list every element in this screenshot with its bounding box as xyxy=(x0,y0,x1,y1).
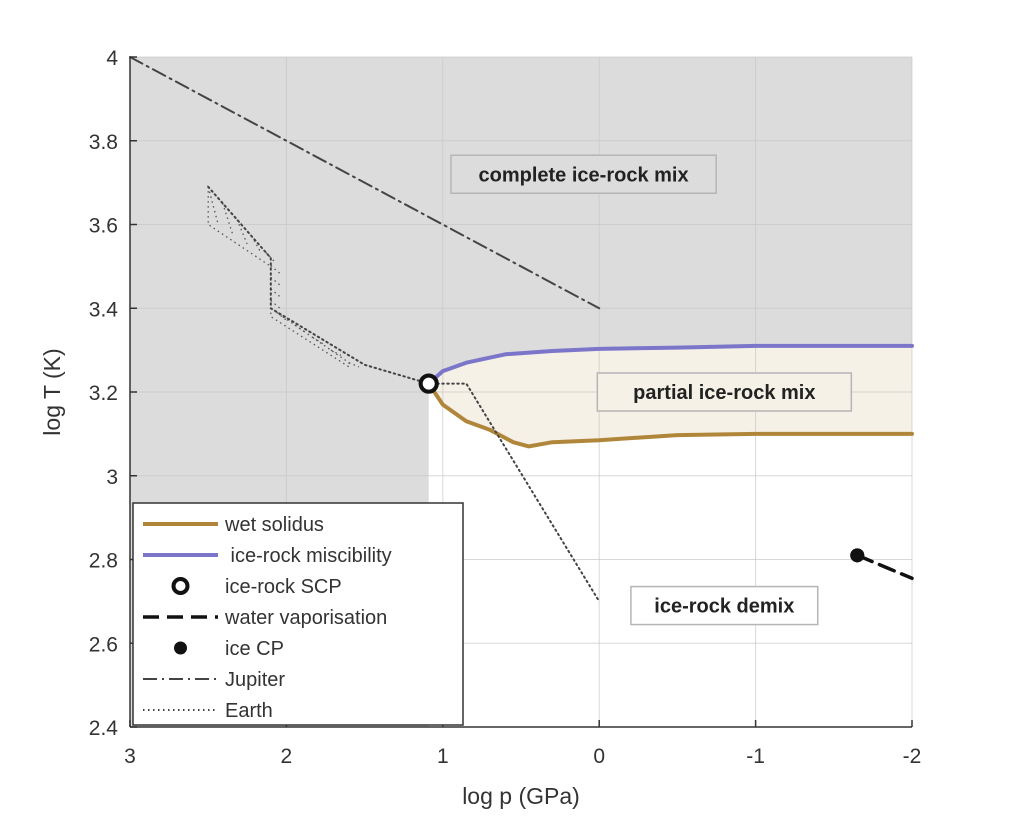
legend-item: Earth xyxy=(143,700,273,722)
earth-band-hatch xyxy=(270,300,282,310)
legend-item: ice-rock SCP xyxy=(171,576,342,598)
y-axis-label: log T (K) xyxy=(39,348,65,435)
region-labels: complete ice-rock mix partial ice-rock mi… xyxy=(450,154,853,626)
earth-band-hatch xyxy=(207,186,219,225)
axes: 3 2 1 0 -1 -2 2.4 2.6 2.8 3 3.2 3.4 3.6 3.8 4 log p (GP… xyxy=(39,47,921,809)
earth-band-hatch xyxy=(348,362,360,368)
y-tick-label: 2.6 xyxy=(89,633,118,656)
earth-band-hatch xyxy=(312,337,324,345)
series-line-jupiter xyxy=(129,56,601,310)
region-label-box xyxy=(630,585,819,626)
x-axis-label: log p (GPa) xyxy=(462,783,580,809)
legend-label: ice-rock miscibility xyxy=(225,545,392,567)
legend-label: Jupiter xyxy=(225,669,285,691)
region-label-text: ice-rock demix xyxy=(654,596,794,618)
legend-item: ice CP xyxy=(174,638,284,660)
region-label-text: complete ice-rock mix xyxy=(479,164,689,186)
legend-swatch xyxy=(174,641,187,655)
legend-label: water vaporisation xyxy=(224,607,387,629)
legend-box xyxy=(132,502,464,726)
region-label-2: ice-rock demix xyxy=(630,585,819,626)
series-line-wet-solidus xyxy=(426,381,914,449)
earth-band-hatch xyxy=(222,203,234,235)
earth-band-hatch xyxy=(330,349,342,356)
legend: wet solidus ice-rock miscibility ice-rock… xyxy=(132,502,464,726)
y-tick-label: 3.4 xyxy=(89,298,119,321)
region-label-box xyxy=(450,154,717,194)
legend-item: water vaporisation xyxy=(143,607,387,629)
series-line-water-vaporisation xyxy=(855,553,914,581)
x-tick-label: 0 xyxy=(593,745,605,768)
marker-ice-rock-scp-top xyxy=(418,373,439,394)
legend-label: wet solidus xyxy=(224,514,324,536)
region-label-text: partial ice-rock mix xyxy=(633,382,815,404)
series-line-earth xyxy=(207,185,601,603)
y-tick-label: 4 xyxy=(106,47,118,70)
earth-band-hatch xyxy=(294,324,306,333)
region-label-1: partial ice-rock mix xyxy=(596,372,853,412)
earth-band-hatch xyxy=(276,311,288,321)
legend-swatch xyxy=(171,577,190,595)
x-tick-label: -1 xyxy=(746,745,765,768)
y-tick-label: 2.4 xyxy=(89,717,119,740)
y-tick-label: 3 xyxy=(106,466,118,489)
y-tick-label: 3.2 xyxy=(89,382,118,405)
earth-band-hatch xyxy=(250,235,263,254)
legend-item: wet solidus xyxy=(143,514,324,536)
legend-item: ice-rock miscibility xyxy=(143,545,392,567)
x-tick-label: -2 xyxy=(903,745,922,768)
x-tick-label: 2 xyxy=(281,745,293,768)
region-label-0: complete ice-rock mix xyxy=(450,154,717,194)
series-line-ice-rock-miscibility xyxy=(426,343,914,386)
legend-label: ice CP xyxy=(225,638,284,660)
x-tick-label: 1 xyxy=(437,745,449,768)
x-tick-label: 3 xyxy=(124,745,136,768)
legend-label: ice-rock SCP xyxy=(225,576,342,598)
series-lines xyxy=(129,56,914,603)
marker-ice-cp-top xyxy=(850,548,865,563)
earth-band-hatch xyxy=(270,276,282,287)
earth-band-hatch xyxy=(270,288,282,298)
y-tick-label: 3.8 xyxy=(89,131,118,154)
legend-label: Earth xyxy=(225,700,273,722)
legend-item: Jupiter xyxy=(143,669,285,691)
region-label-box xyxy=(596,372,853,412)
y-tick-label: 2.8 xyxy=(89,550,118,573)
earth-band-hatch xyxy=(270,265,282,275)
y-tick-label: 3.6 xyxy=(89,215,118,238)
